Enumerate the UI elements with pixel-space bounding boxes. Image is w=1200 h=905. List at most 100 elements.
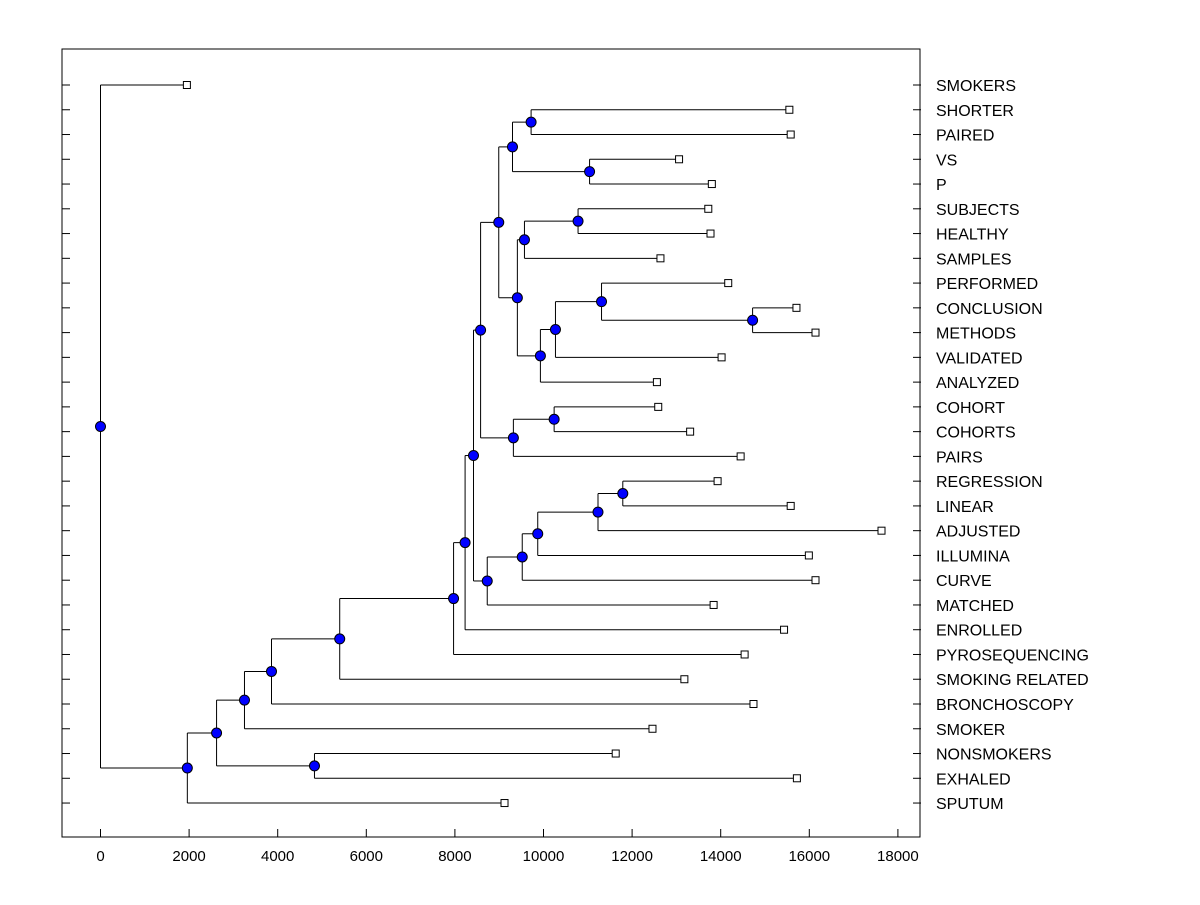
leaf-label-methods: METHODS [936, 326, 1016, 343]
merge-node-m24 [265, 665, 277, 677]
leaf-marker-exhaled [792, 774, 801, 783]
leaf-marker-pairs [736, 452, 745, 461]
leaf-label-exhaled: EXHALED [936, 771, 1011, 788]
merge-node-m15 [617, 488, 629, 500]
x-tick-label-0: 0 [96, 848, 104, 865]
leaf-marker-validated [717, 353, 726, 362]
merge-node-m5 [518, 234, 530, 246]
leaf-label-cohort: COHORT [936, 400, 1005, 417]
leaf-label-smokers: SMOKERS [936, 78, 1016, 95]
leaf-label-sputum: SPUTUM [936, 796, 1004, 813]
merge-nodes [95, 116, 759, 774]
plot-frame [61, 48, 921, 838]
leaf-label-illumina: ILLUMINA [936, 548, 1010, 565]
merge-node-m9 [534, 350, 546, 362]
merge-node-m16 [592, 506, 604, 518]
x-tick-label-12000: 12000 [611, 848, 653, 865]
merge-node-m27 [211, 727, 223, 739]
leaf-marker-cohorts [686, 427, 695, 436]
leaf-marker-matched [709, 600, 718, 609]
merge-node-m20 [468, 450, 480, 462]
leaf-label-pairs: PAIRS [936, 449, 983, 466]
leaf-label-validated: VALIDATED [936, 350, 1023, 367]
leaf-marker-curve [811, 576, 820, 585]
leaf-label-adjusted: ADJUSTED [936, 524, 1020, 541]
merge-node-m3 [506, 141, 518, 153]
leaf-marker-p [707, 180, 716, 189]
x-tick-label-10000: 10000 [523, 848, 565, 865]
leaf-label-samples: SAMPLES [936, 251, 1012, 268]
merge-node-m25 [238, 694, 250, 706]
leaf-label-paired: PAIRED [936, 128, 994, 145]
leaf-label-cohorts: COHORTS [936, 425, 1016, 442]
leaf-label-matched: MATCHED [936, 598, 1014, 615]
leaf-marker-nonsmokers [611, 749, 620, 758]
x-tick-label-8000: 8000 [438, 848, 471, 865]
leaf-marker-subjects [704, 204, 713, 213]
leaf-label-analyzed: ANALYZED [936, 375, 1019, 392]
x-tick-label-14000: 14000 [700, 848, 742, 865]
leaf-label-nonsmokers: NONSMOKERS [936, 747, 1052, 764]
leaf-label-conclusion: CONCLUSION [936, 301, 1043, 318]
merge-node-m29 [95, 421, 106, 433]
leaf-label-enrolled: ENROLLED [936, 623, 1022, 640]
merge-node-m17 [532, 528, 544, 540]
leaf-marker-smokers [182, 81, 191, 89]
leaf-marker-shorter [785, 105, 794, 114]
branch-lines [100, 84, 882, 804]
leaf-marker-paired [786, 130, 795, 139]
leaf-label-curve: CURVE [936, 573, 992, 590]
leaf-markers [182, 81, 886, 808]
leaf-marker-samples [656, 254, 665, 263]
leaf-marker-adjusted [877, 526, 886, 535]
leaf-label-regression: REGRESSION [936, 474, 1043, 491]
merge-node-m26 [308, 760, 320, 772]
merge-node-m18 [516, 551, 528, 563]
x-axis: 0 2000 4000 6000 8000 10000 12000 14000 16000 180… [62, 84, 921, 865]
leaf-marker-smoking-related [680, 675, 689, 684]
merge-node-m12 [548, 413, 560, 425]
leaf-label-healthy: HEALTHY [936, 227, 1009, 244]
leaf-label-linear: LINEAR [936, 499, 994, 516]
merge-node-m13 [507, 432, 519, 444]
leaf-label-bronchoscopy: BRONCHOSCOPY [936, 697, 1074, 714]
leaf-label-subjects: SUBJECTS [936, 202, 1020, 219]
merge-node-m2 [584, 166, 596, 178]
leaf-label-p: P [936, 177, 947, 194]
leaf-marker-analyzed [652, 378, 661, 387]
merge-node-m22 [448, 593, 460, 605]
leaf-marker-sputum [500, 799, 509, 808]
leaf-label-smoker: SMOKER [936, 722, 1005, 739]
leaf-marker-regression [713, 477, 722, 486]
leaf-marker-methods [811, 328, 820, 337]
x-tick-label-6000: 6000 [350, 848, 383, 865]
leaf-marker-healthy [706, 229, 715, 238]
merge-node-m1 [525, 116, 537, 128]
leaf-marker-smoker [648, 724, 657, 733]
leaf-labels: SMOKERS SHORTER PAIRED VS P SUBJECTS HEALTHY SA… [936, 78, 1089, 813]
leaf-label-pyrosequencing: PYROSEQUENCING [936, 647, 1089, 664]
merge-node-m19 [481, 575, 493, 587]
x-tick-label-16000: 16000 [788, 848, 830, 865]
leaf-marker-linear [786, 501, 795, 510]
x-tick-label-18000: 18000 [877, 848, 919, 865]
merge-node-m11 [493, 216, 505, 228]
merge-node-m8 [549, 324, 561, 336]
leaf-label-performed: PERFORMED [936, 276, 1038, 293]
leaf-label-vs: VS [936, 152, 957, 169]
merge-node-m6 [747, 314, 759, 326]
leaf-marker-pyrosequencing [740, 650, 749, 659]
leaf-marker-illumina [804, 551, 813, 560]
leaf-marker-bronchoscopy [749, 700, 758, 708]
merge-node-m4 [572, 215, 584, 227]
x-tick-label-2000: 2000 [172, 848, 205, 865]
leaf-label-smoking-related: SMOKING RELATED [936, 672, 1089, 689]
leaf-marker-vs [675, 155, 684, 164]
leaf-marker-enrolled [780, 625, 789, 634]
merge-node-m7 [596, 296, 608, 308]
leaf-marker-performed [724, 279, 733, 288]
merge-node-m28 [181, 762, 193, 774]
x-tick-label-4000: 4000 [261, 848, 294, 865]
